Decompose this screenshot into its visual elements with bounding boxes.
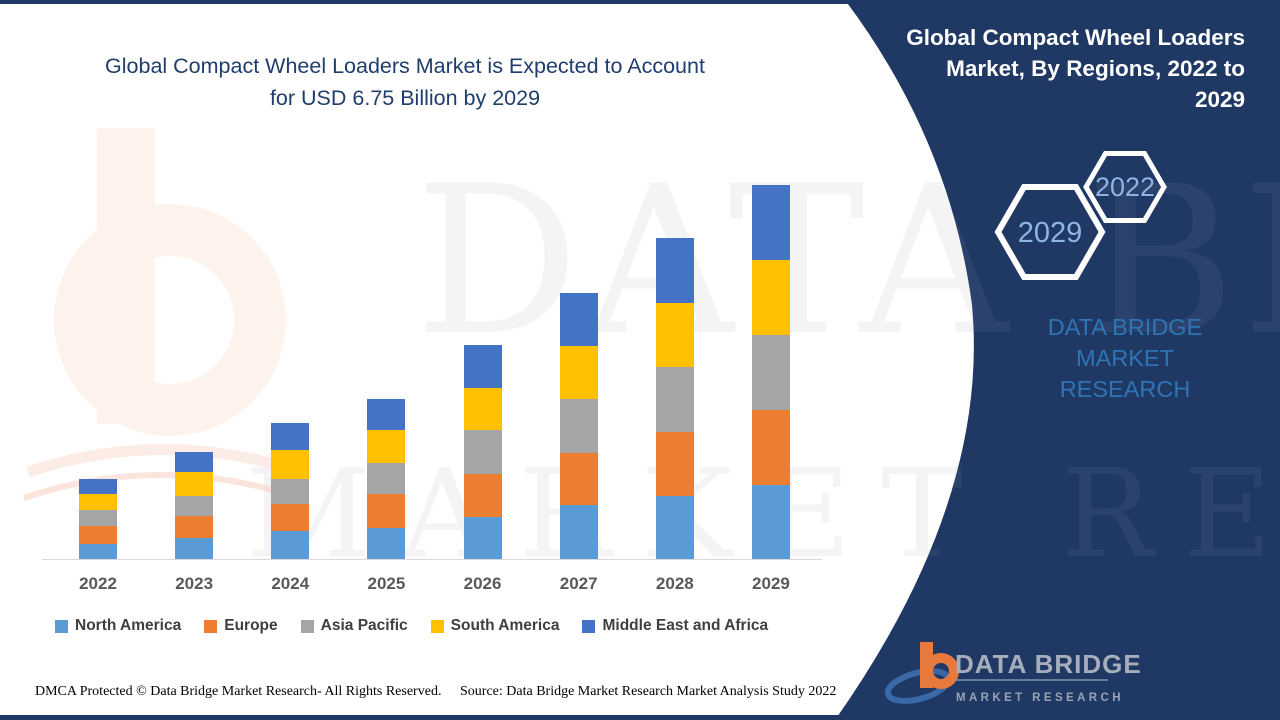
x-axis-label-2029: 2029 (752, 574, 790, 593)
x-axis-label-2027: 2027 (559, 574, 598, 593)
dmca-notice: DMCA Protected © Data Bridge Market Rese… (35, 684, 442, 699)
x-axis-line (42, 559, 822, 560)
bar-2027 (559, 293, 598, 559)
bar-segment-2028-south-america (655, 302, 694, 368)
bar-segment-2024-north-america (271, 530, 310, 559)
bar-segment-2023-europe (175, 515, 214, 538)
legend-item-north-america: North America (55, 617, 181, 635)
logo-b-bowl (923, 653, 959, 689)
bar-segment-2028-north-america (655, 495, 694, 559)
x-axis-label-2024: 2024 (271, 574, 310, 593)
bar-segment-2025-north-america (367, 528, 406, 559)
top-border (0, 0, 1280, 4)
bar-segment-2027-asia-pacific (559, 399, 598, 454)
bar-segment-2023-middle-east-and-africa (175, 452, 214, 473)
bar-segment-2023-asia-pacific (175, 495, 214, 516)
bar-segment-2027-middle-east-and-africa (559, 293, 598, 347)
legend-item-middle-east-and-africa: Middle East and Africa (582, 617, 768, 635)
logo-subname: MARKET RESEARCH (956, 692, 1124, 704)
bar-segment-2027-north-america (559, 505, 598, 559)
legend-item-asia-pacific: Asia Pacific (300, 617, 408, 635)
legend: North America Europe Asia Pacific South Ame… (55, 617, 768, 635)
chart-title: Global Compact Wheel Loaders Market is E… (105, 54, 705, 110)
bar-2022 (79, 479, 117, 559)
bar-segment-2026-south-america (463, 388, 502, 431)
source-note: Source: Data Bridge Market Research Mark… (460, 684, 837, 699)
side-panel-shape (835, 0, 1280, 720)
x-axis-label-2028: 2028 (655, 574, 694, 593)
logo-watermark (23, 128, 301, 501)
bar-segment-2023-south-america (175, 472, 214, 496)
panel-title: Global Compact Wheel Loaders Market, By … (906, 25, 1245, 112)
legend-swatch-icon (300, 619, 314, 633)
legend-label: North America (75, 617, 182, 634)
bar-segment-2022-asia-pacific (79, 510, 117, 527)
legend-label: Asia Pacific (320, 617, 408, 634)
legend-item-europe: Europe (204, 617, 278, 635)
bar-segment-2026-north-america (463, 516, 502, 559)
dbmr-logo: DATA BRIDGE MARKET RESEARCH (884, 642, 1142, 704)
bar-segment-2024-europe (271, 503, 310, 531)
x-axis-label-2026: 2026 (463, 574, 502, 593)
bar-2023 (175, 452, 214, 559)
bar-segment-2025-middle-east-and-africa (367, 399, 406, 431)
bar-segment-2029-north-america (751, 484, 790, 559)
hexagon-2029: 2029 (994, 184, 1106, 280)
bar-segment-2025-europe (367, 494, 406, 528)
logo-name: DATA BRIDGE (955, 649, 1142, 679)
bar-segment-2023-north-america (175, 537, 214, 559)
hexagon-2022-label: 2022 (1095, 172, 1155, 202)
bar-segment-2028-asia-pacific (655, 367, 694, 432)
hexagon-2029-label: 2029 (1018, 217, 1083, 249)
bar-segment-2029-asia-pacific (751, 335, 790, 410)
legend-swatch-icon (55, 619, 68, 633)
x-axis-label-2022: 2022 (79, 574, 117, 593)
legend-label: Europe (224, 617, 278, 634)
brand-wordmark: DATA BRIDGE MARKET RESEARCH (1047, 314, 1203, 402)
legend-label: Middle East and Africa (602, 617, 769, 634)
bar-2029 (751, 185, 790, 559)
bottom-border (0, 715, 1280, 720)
bar-segment-2029-south-america (751, 259, 790, 336)
legend-label: South America (450, 617, 560, 634)
bar-2028 (655, 238, 694, 559)
bar-2024 (271, 423, 310, 559)
bar-segment-2026-middle-east-and-africa (463, 345, 502, 389)
hexagon-2022: 2022 (1083, 151, 1167, 223)
legend-swatch-icon (204, 619, 218, 633)
legend-swatch-icon (582, 619, 596, 633)
bar-segment-2024-middle-east-and-africa (271, 423, 310, 451)
bar-segment-2029-europe (751, 409, 790, 485)
bar-segment-2024-asia-pacific (271, 478, 310, 504)
legend-swatch-icon (430, 619, 444, 633)
bar-segment-2027-south-america (559, 346, 598, 400)
bar-segment-2026-europe (463, 473, 502, 517)
bar-segment-2026-asia-pacific (463, 430, 502, 474)
plot-area: 2022 2023 2024 2025 2026 2027 2028 2029 (42, 185, 822, 593)
bar-segment-2028-europe (655, 431, 694, 496)
bar-segment-2025-south-america (367, 430, 406, 464)
bar-segment-2022-europe (79, 526, 117, 545)
bar-segment-2029-middle-east-and-africa (751, 185, 790, 260)
bar-segment-2024-south-america (271, 450, 310, 479)
bar-segment-2028-middle-east-and-africa (655, 238, 694, 303)
x-axis-label-2025: 2025 (367, 574, 406, 593)
bar-segment-2022-middle-east-and-africa (79, 479, 117, 495)
x-axis-label-2023: 2023 (175, 574, 214, 593)
legend-item-south-america: South America (430, 617, 560, 635)
bar-2025 (367, 399, 406, 559)
bar-2026 (463, 345, 502, 559)
bar-segment-2027-europe (559, 453, 598, 506)
bar-segment-2022-north-america (79, 544, 117, 559)
bar-segment-2025-asia-pacific (367, 463, 406, 495)
bar-segment-2022-south-america (79, 494, 117, 511)
